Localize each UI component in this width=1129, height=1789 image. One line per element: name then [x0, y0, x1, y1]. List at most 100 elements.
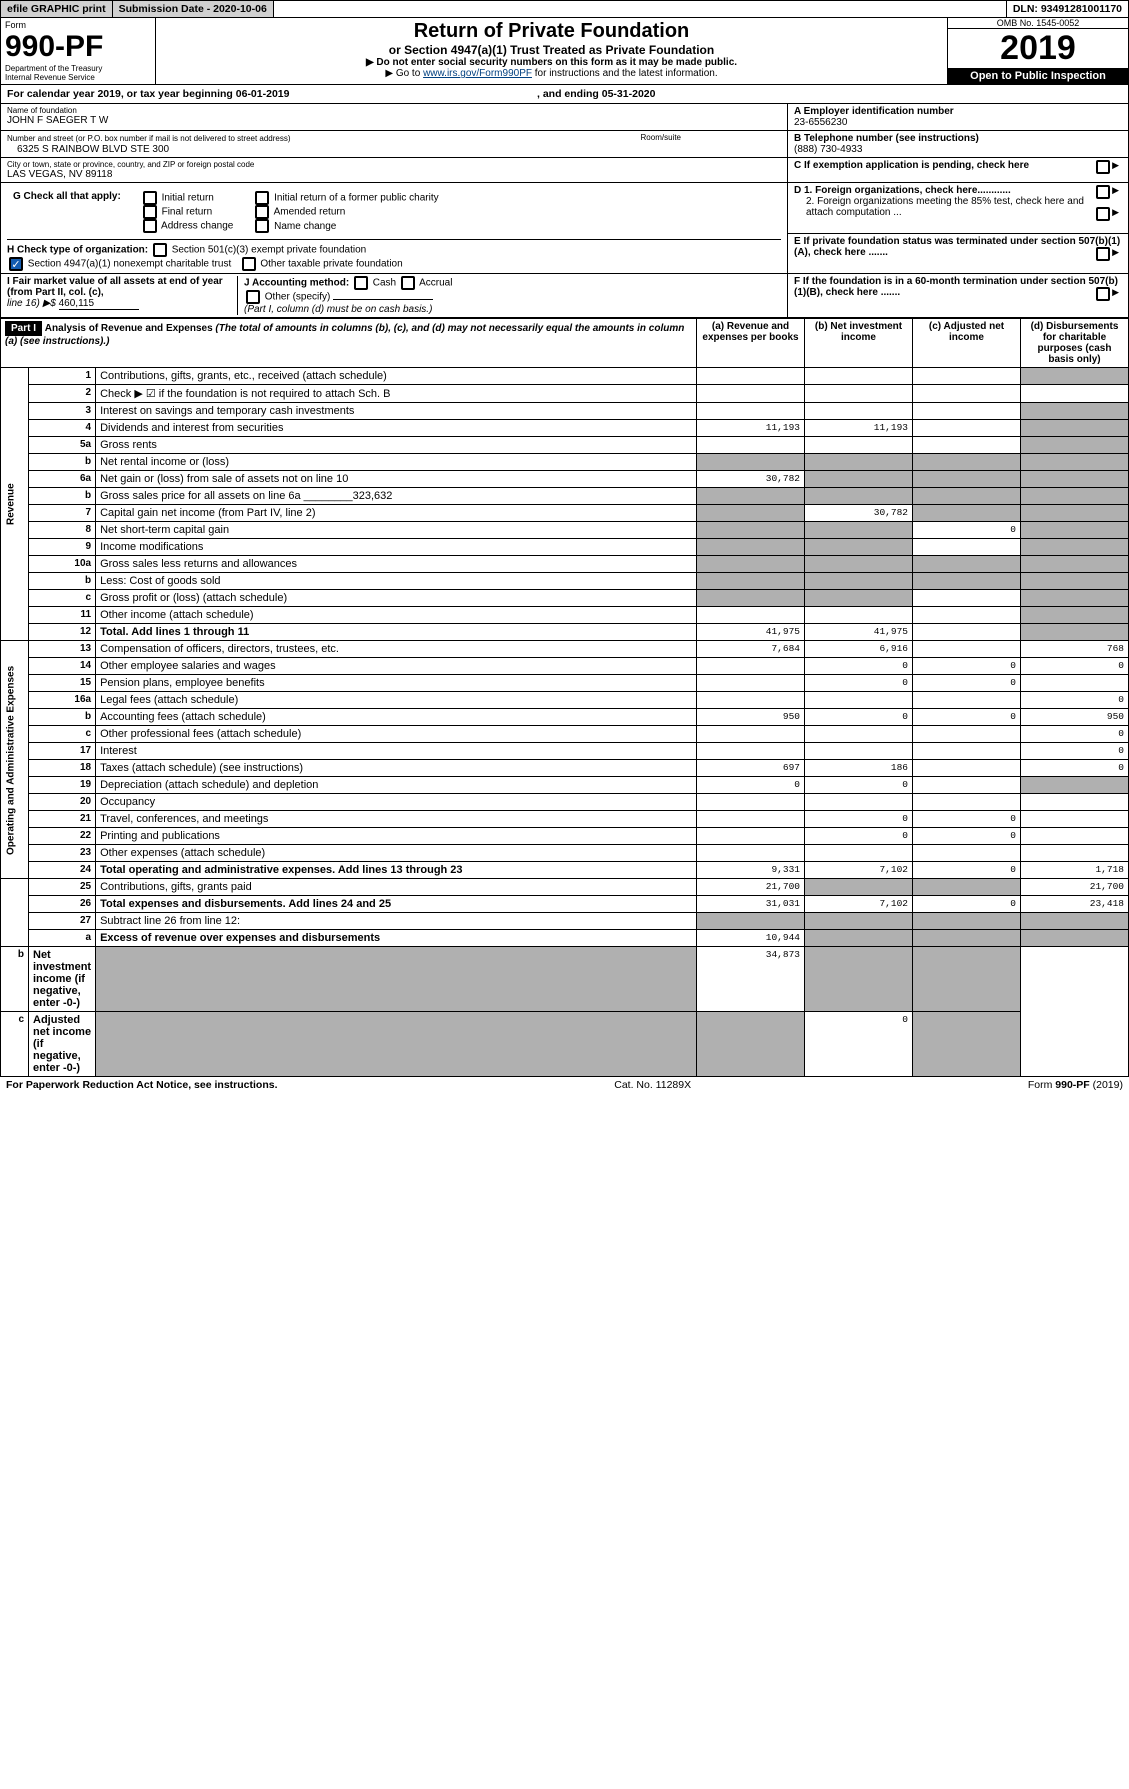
goto-link[interactable]: www.irs.gov/Form990PF — [423, 68, 532, 79]
g-initpub: Initial return of a former public charit… — [274, 193, 439, 204]
cell-d — [1021, 624, 1129, 641]
e-chk[interactable] — [1096, 247, 1110, 261]
cell-d — [1021, 454, 1129, 471]
efile-btn[interactable]: efile GRAPHIC print — [1, 1, 113, 17]
cola: (a) Revenue and expenses per books — [697, 319, 805, 368]
line-num: 20 — [29, 794, 96, 811]
cell-a: 9,331 — [697, 862, 805, 879]
title-cell: Return of Private Foundation or Section … — [156, 18, 948, 84]
line-num: b — [29, 488, 96, 505]
cell-d: 0 — [1021, 658, 1129, 675]
tel: (888) 730-4933 — [794, 144, 1122, 155]
line-num: 23 — [29, 845, 96, 862]
cell-c — [913, 743, 1021, 760]
line-num: 12 — [29, 624, 96, 641]
year-cell: OMB No. 1545-0052 2019 Open to Public In… — [948, 18, 1128, 84]
g-chk-initpub[interactable] — [255, 191, 269, 205]
cell-c: 0 — [913, 862, 1021, 879]
footer: For Paperwork Reduction Act Notice, see … — [0, 1077, 1129, 1093]
footer-left: For Paperwork Reduction Act Notice, see … — [6, 1079, 278, 1091]
g-chk-amend[interactable] — [255, 205, 269, 219]
name-label: Name of foundation — [7, 106, 781, 115]
cell-d: 23,418 — [1021, 896, 1129, 913]
line-num: a — [29, 930, 96, 947]
line-num: 1 — [29, 368, 96, 385]
cell-b — [805, 368, 913, 385]
cell-d — [1021, 522, 1129, 539]
line-num: 22 — [29, 828, 96, 845]
f-chk[interactable] — [1096, 287, 1110, 301]
cell-c — [913, 760, 1021, 777]
line-desc: Gross sales less returns and allowances — [96, 556, 697, 573]
j-oth-chk[interactable] — [246, 290, 260, 304]
omb: OMB No. 1545-0052 — [948, 18, 1128, 29]
form-id-cell: Form 990-PF Department of the Treasury I… — [1, 18, 156, 84]
cell-a: 7,684 — [697, 641, 805, 658]
cell-c — [913, 471, 1021, 488]
j-acc-chk[interactable] — [401, 276, 415, 290]
cell-a: 697 — [697, 760, 805, 777]
line-num: 24 — [29, 862, 96, 879]
line-desc: Interest — [96, 743, 697, 760]
e: E If private foundation status was termi… — [794, 236, 1120, 258]
c-chk[interactable] — [1096, 160, 1110, 174]
g-chk-addr[interactable] — [143, 219, 157, 233]
h-chk2[interactable] — [9, 257, 23, 271]
cy1: For calendar year 2019, or tax year begi… — [7, 88, 537, 100]
line-desc: Total expenses and disbursements. Add li… — [96, 896, 697, 913]
cell-a — [697, 573, 805, 590]
city-label: City or town, state or province, country… — [7, 160, 781, 169]
h-chk3[interactable] — [242, 257, 256, 271]
cell-c — [913, 488, 1021, 505]
line-num: 18 — [29, 760, 96, 777]
cell-b — [805, 845, 913, 862]
subdate-btn[interactable]: Submission Date - 2020-10-06 — [113, 1, 274, 17]
e-cell: E If private foundation status was termi… — [788, 234, 1128, 274]
line-num: c — [29, 726, 96, 743]
j-cash: Cash — [373, 278, 396, 289]
d2-chk[interactable] — [1096, 207, 1110, 221]
cell-b — [805, 385, 913, 403]
line-desc: Gross rents — [96, 437, 697, 454]
cell-c — [913, 624, 1021, 641]
cell-d — [1021, 368, 1129, 385]
g-chk-initial[interactable] — [143, 191, 157, 205]
cell-b: 0 — [805, 709, 913, 726]
ein: 23-6556230 — [794, 117, 1122, 128]
cell-d: 0 — [1021, 692, 1129, 709]
cell-c: 0 — [913, 811, 1021, 828]
line-num: 21 — [29, 811, 96, 828]
cell-c — [913, 590, 1021, 607]
g-chk-final[interactable] — [143, 205, 157, 219]
cell-c — [913, 726, 1021, 743]
cell-a: 30,782 — [697, 471, 805, 488]
g-chk-name[interactable] — [255, 219, 269, 233]
cell-b: 0 — [805, 675, 913, 692]
cell-c — [913, 454, 1021, 471]
cell-b — [805, 556, 913, 573]
j-cash-chk[interactable] — [354, 276, 368, 290]
cell-a — [697, 368, 805, 385]
warn: ▶ Do not enter social security numbers o… — [160, 57, 943, 68]
line-num: 8 — [29, 522, 96, 539]
cell-c: 0 — [913, 658, 1021, 675]
cell-d — [1021, 420, 1129, 437]
line-desc: Less: Cost of goods sold — [96, 573, 697, 590]
j-note: (Part I, column (d) must be on cash basi… — [244, 304, 432, 315]
cell-c — [913, 403, 1021, 420]
j-oth: Other (specify) — [265, 292, 331, 303]
h-chk1[interactable] — [153, 243, 167, 257]
line-num: 14 — [29, 658, 96, 675]
cell-b — [805, 930, 913, 947]
d-cell: D 1. Foreign organizations, check here..… — [788, 183, 1128, 234]
cell-c — [805, 947, 913, 1012]
cell-c: 0 — [913, 709, 1021, 726]
form-number: 990-PF — [5, 30, 151, 64]
h3: Other taxable private foundation — [260, 259, 402, 270]
revenue-label: Revenue — [1, 368, 29, 641]
g-cell: G Check all that apply: Initial return F… — [1, 183, 788, 274]
cell-a — [697, 675, 805, 692]
cell-d — [1021, 403, 1129, 420]
d1-chk[interactable] — [1096, 185, 1110, 199]
line-desc: Contributions, gifts, grants, etc., rece… — [96, 368, 697, 385]
